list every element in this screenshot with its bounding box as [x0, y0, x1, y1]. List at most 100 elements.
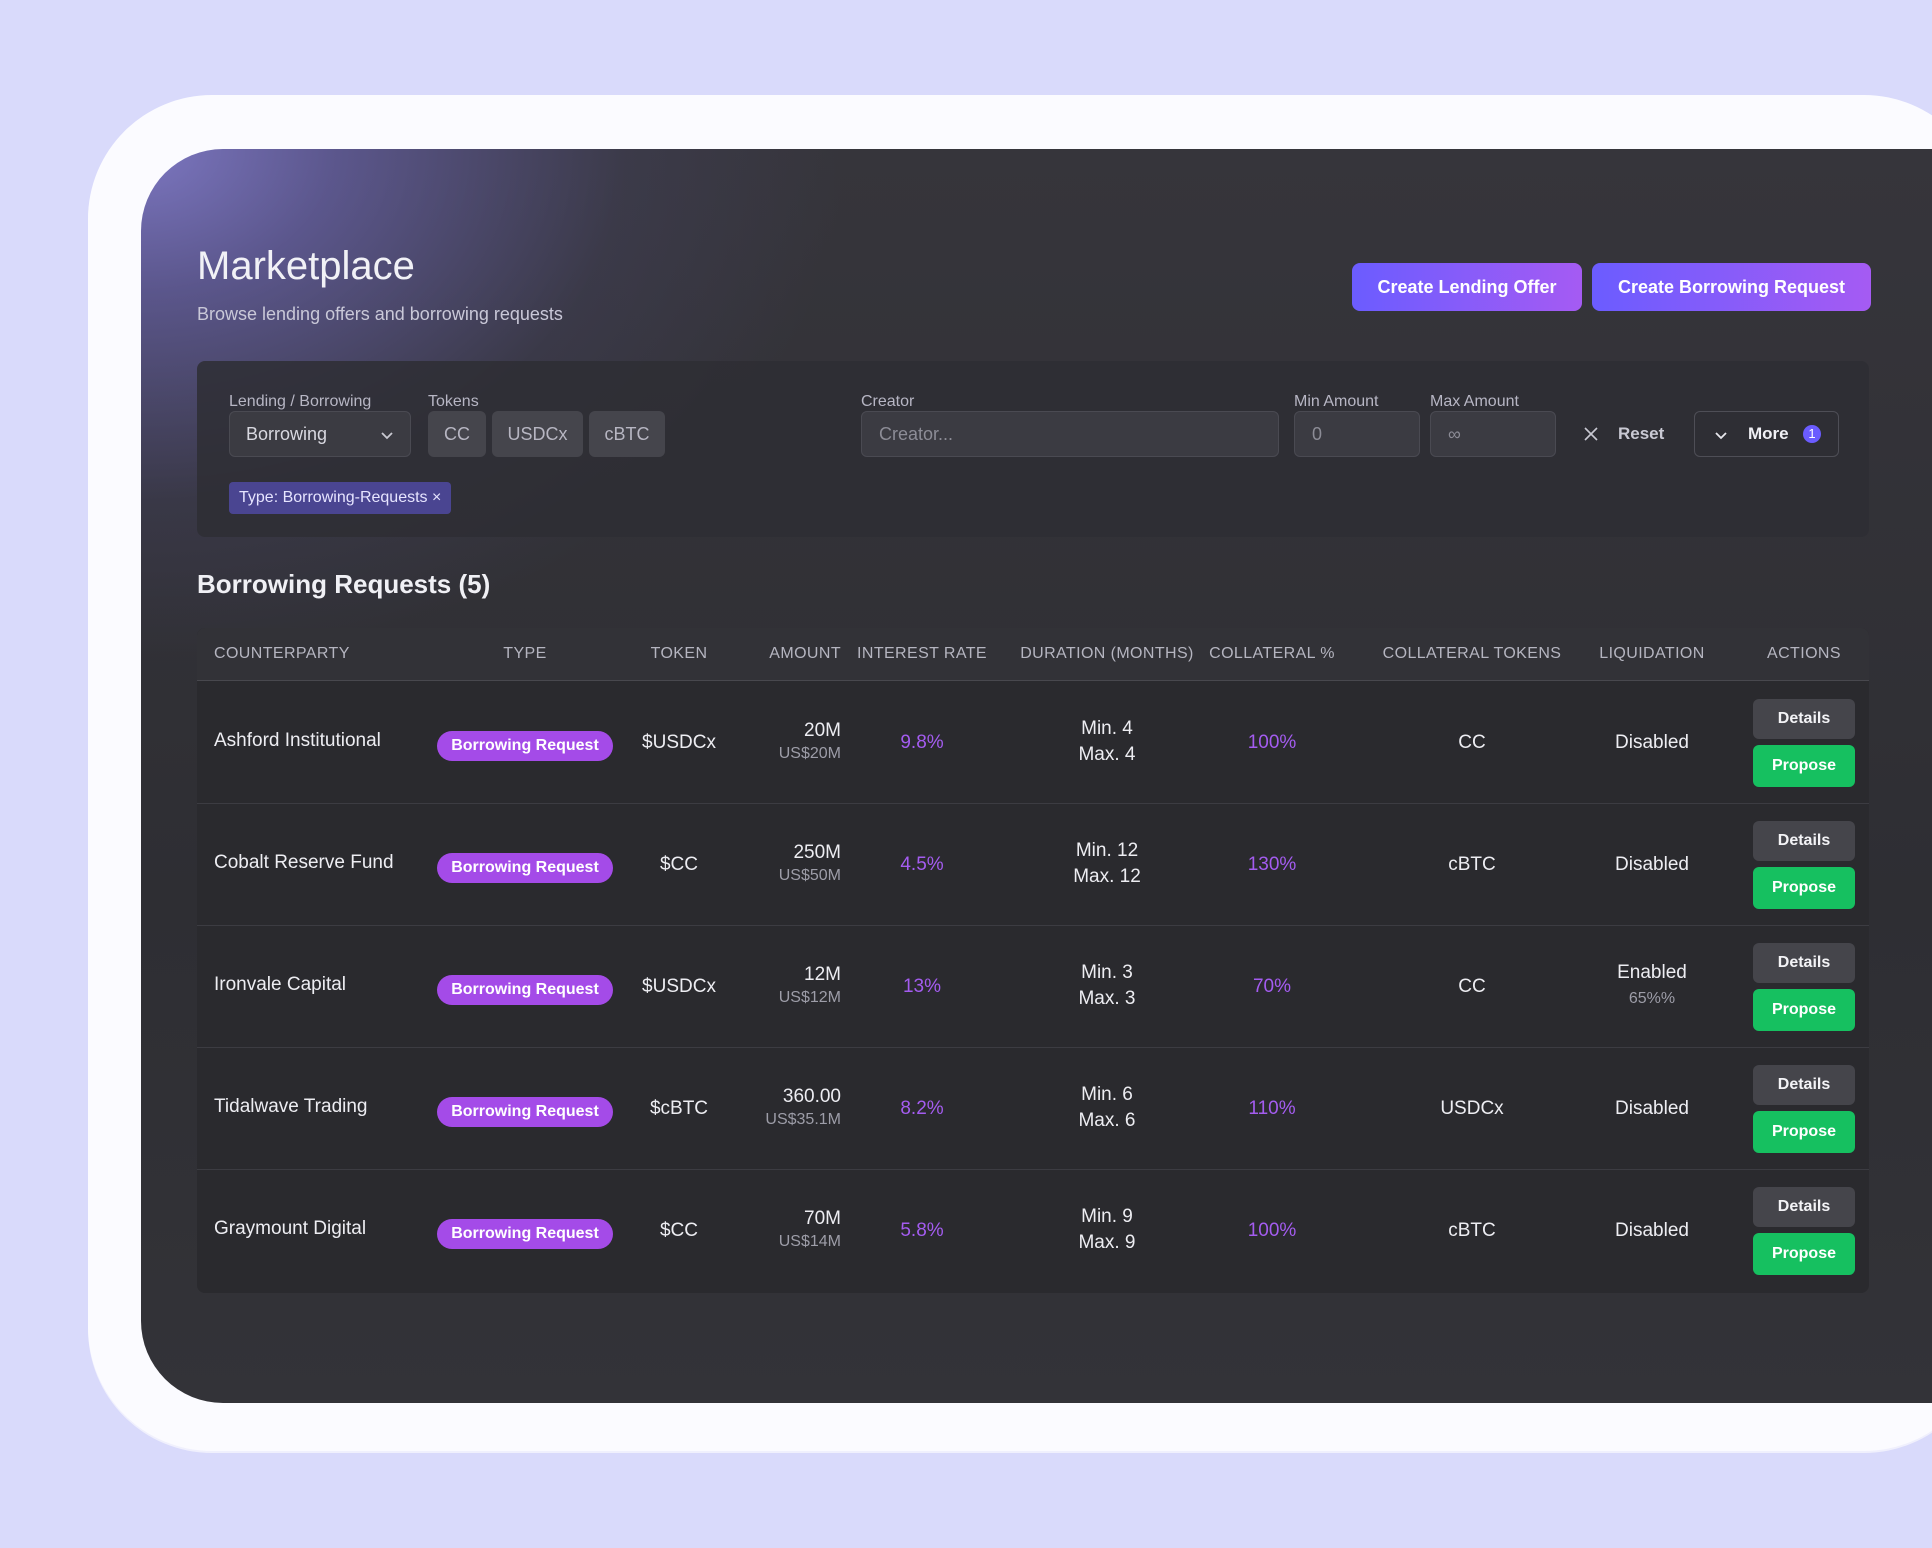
active-filter-pill[interactable]: Type: Borrowing-Requests ×: [229, 482, 452, 514]
interest-rate-cell: 4.5%: [900, 854, 944, 875]
collateral-tokens-cell: CC: [1458, 732, 1486, 753]
token-chip-cc[interactable]: CC: [428, 411, 486, 457]
details-button[interactable]: Details: [1753, 821, 1855, 861]
header-liquidation: LIQUIDATION: [1599, 645, 1705, 662]
duration-min: Min. 6: [1081, 1084, 1133, 1105]
collateral-tokens-cell: USDCx: [1440, 1098, 1504, 1119]
interest-rate-cell: 8.2%: [900, 1098, 944, 1119]
type-badge: Borrowing Request: [437, 731, 613, 761]
duration-max: Max. 3: [1078, 988, 1136, 1009]
creator-input[interactable]: Creator...: [861, 411, 1279, 457]
header-actions: ACTIONS: [1767, 645, 1841, 662]
propose-button[interactable]: Propose: [1753, 867, 1855, 909]
header-type: TYPE: [503, 645, 547, 662]
max-amount-label: Max Amount: [1430, 393, 1519, 410]
amount-cell: 360.00: [782, 1086, 841, 1107]
details-button[interactable]: Details: [1753, 699, 1855, 739]
create-borrowing-request-button[interactable]: Create Borrowing Request: [1592, 263, 1871, 311]
reset-label: Reset: [1618, 424, 1665, 443]
header-collateral-tokens: COLLATERAL TOKENS: [1382, 645, 1562, 662]
tokens-label: Tokens: [428, 393, 479, 410]
type-badge: Borrowing Request: [437, 1219, 613, 1249]
interest-rate-cell: 5.8%: [900, 1220, 944, 1241]
header-collateral-pct: COLLATERAL %: [1209, 645, 1335, 662]
propose-button[interactable]: Propose: [1753, 989, 1855, 1031]
liquidation-cell: Disabled: [1615, 854, 1689, 875]
token-chip-cbtc[interactable]: cBTC: [589, 411, 665, 457]
liquidation-cell: Enabled: [1617, 962, 1687, 983]
section-title: Borrowing Requests (5): [197, 569, 491, 599]
header-counterparty: COUNTERPARTY: [214, 645, 350, 662]
token-cell: $USDCx: [642, 976, 716, 997]
lending-borrowing-label: Lending / Borrowing: [229, 393, 372, 410]
counterparty-name: Tidalwave Trading: [214, 1096, 368, 1117]
amount-usd-cell: US$50M: [778, 867, 841, 884]
table-row: Cobalt Reserve Fund Borrowing Request $C…: [197, 803, 1869, 926]
header-interest-rate: INTEREST RATE: [857, 645, 987, 662]
duration-max: Max. 9: [1078, 1232, 1136, 1253]
liquidation-threshold: 65%%: [1628, 990, 1676, 1007]
borrowing-requests-table: COUNTERPARTY TYPE TOKEN AMOUNT INTEREST …: [197, 628, 1869, 1293]
more-filters-button[interactable]: More 1: [1694, 411, 1839, 457]
details-button[interactable]: Details: [1753, 1065, 1855, 1105]
amount-usd-cell: US$14M: [778, 1233, 841, 1250]
more-label: More: [1748, 424, 1789, 443]
counterparty-name: Ashford Institutional: [214, 730, 381, 751]
duration-min: Min. 12: [1075, 840, 1139, 861]
collateral-pct-cell: 110%: [1248, 1098, 1296, 1119]
collateral-pct-cell: 130%: [1247, 854, 1297, 875]
propose-button[interactable]: Propose: [1753, 1233, 1855, 1275]
propose-button[interactable]: Propose: [1753, 1111, 1855, 1153]
propose-button[interactable]: Propose: [1753, 745, 1855, 787]
collateral-pct-cell: 70%: [1252, 976, 1292, 997]
details-button[interactable]: Details: [1753, 943, 1855, 983]
amount-cell: 20M: [804, 720, 841, 741]
interest-rate-cell: 9.8%: [900, 732, 944, 753]
header-token: TOKEN: [650, 645, 708, 662]
details-button[interactable]: Details: [1753, 1187, 1855, 1227]
token-cell: $USDCx: [642, 732, 716, 753]
amount-cell: 70M: [804, 1208, 841, 1229]
chevron-down-icon: [1715, 432, 1727, 440]
duration-max: Max. 4: [1078, 744, 1136, 765]
counterparty-name: Graymount Digital: [214, 1218, 367, 1239]
liquidation-cell: Disabled: [1615, 1098, 1689, 1119]
page-title: Marketplace: [197, 244, 415, 288]
table-row: Ironvale Capital Borrowing Request $USDC…: [197, 925, 1869, 1048]
counterparty-name: Cobalt Reserve Fund: [214, 852, 394, 873]
type-badge: Borrowing Request: [437, 853, 613, 883]
table-row: Ashford Institutional Borrowing Request …: [197, 681, 1869, 804]
close-icon: [1584, 427, 1598, 441]
amount-cell: 12M: [804, 964, 841, 985]
chevron-down-icon: [381, 432, 393, 440]
filter-panel: Lending / Borrowing Borrowing Tokens CC …: [197, 361, 1869, 537]
table-row: Graymount Digital Borrowing Request $CC …: [197, 1169, 1869, 1291]
interest-rate-cell: 13%: [902, 976, 942, 997]
token-cell: $CC: [659, 854, 698, 875]
more-count-badge: 1: [1803, 425, 1821, 443]
collateral-pct-cell: 100%: [1247, 732, 1297, 753]
collateral-tokens-cell: cBTC: [1448, 854, 1496, 875]
duration-max: Max. 12: [1073, 866, 1141, 887]
amount-usd-cell: US$12M: [778, 989, 841, 1006]
lending-borrowing-select[interactable]: Borrowing: [229, 411, 411, 457]
amount-usd-cell: US$35.1M: [765, 1111, 841, 1128]
liquidation-cell: Disabled: [1615, 1220, 1689, 1241]
counterparty-name: Ironvale Capital: [214, 974, 347, 995]
token-cell: $CC: [659, 1220, 698, 1241]
app-window: Marketplace Browse lending offers and bo…: [141, 149, 1932, 1403]
max-amount-input[interactable]: ∞: [1430, 411, 1556, 457]
collateral-tokens-cell: CC: [1458, 976, 1486, 997]
table-header: COUNTERPARTY TYPE TOKEN AMOUNT INTEREST …: [197, 628, 1869, 681]
create-lending-offer-button[interactable]: Create Lending Offer: [1352, 263, 1582, 311]
duration-min: Min. 4: [1081, 718, 1133, 739]
amount-usd-cell: US$20M: [778, 745, 841, 762]
header-duration: DURATION (MONTHS): [1020, 645, 1194, 662]
token-chip-usdcx[interactable]: USDCx: [492, 411, 583, 457]
duration-min: Min. 9: [1081, 1206, 1133, 1227]
table-row: Tidalwave Trading Borrowing Request $cBT…: [197, 1047, 1869, 1170]
collateral-tokens-cell: cBTC: [1448, 1220, 1496, 1241]
duration-min: Min. 3: [1081, 962, 1133, 983]
token-cell: $cBTC: [649, 1098, 709, 1119]
min-amount-input[interactable]: 0: [1294, 411, 1420, 457]
